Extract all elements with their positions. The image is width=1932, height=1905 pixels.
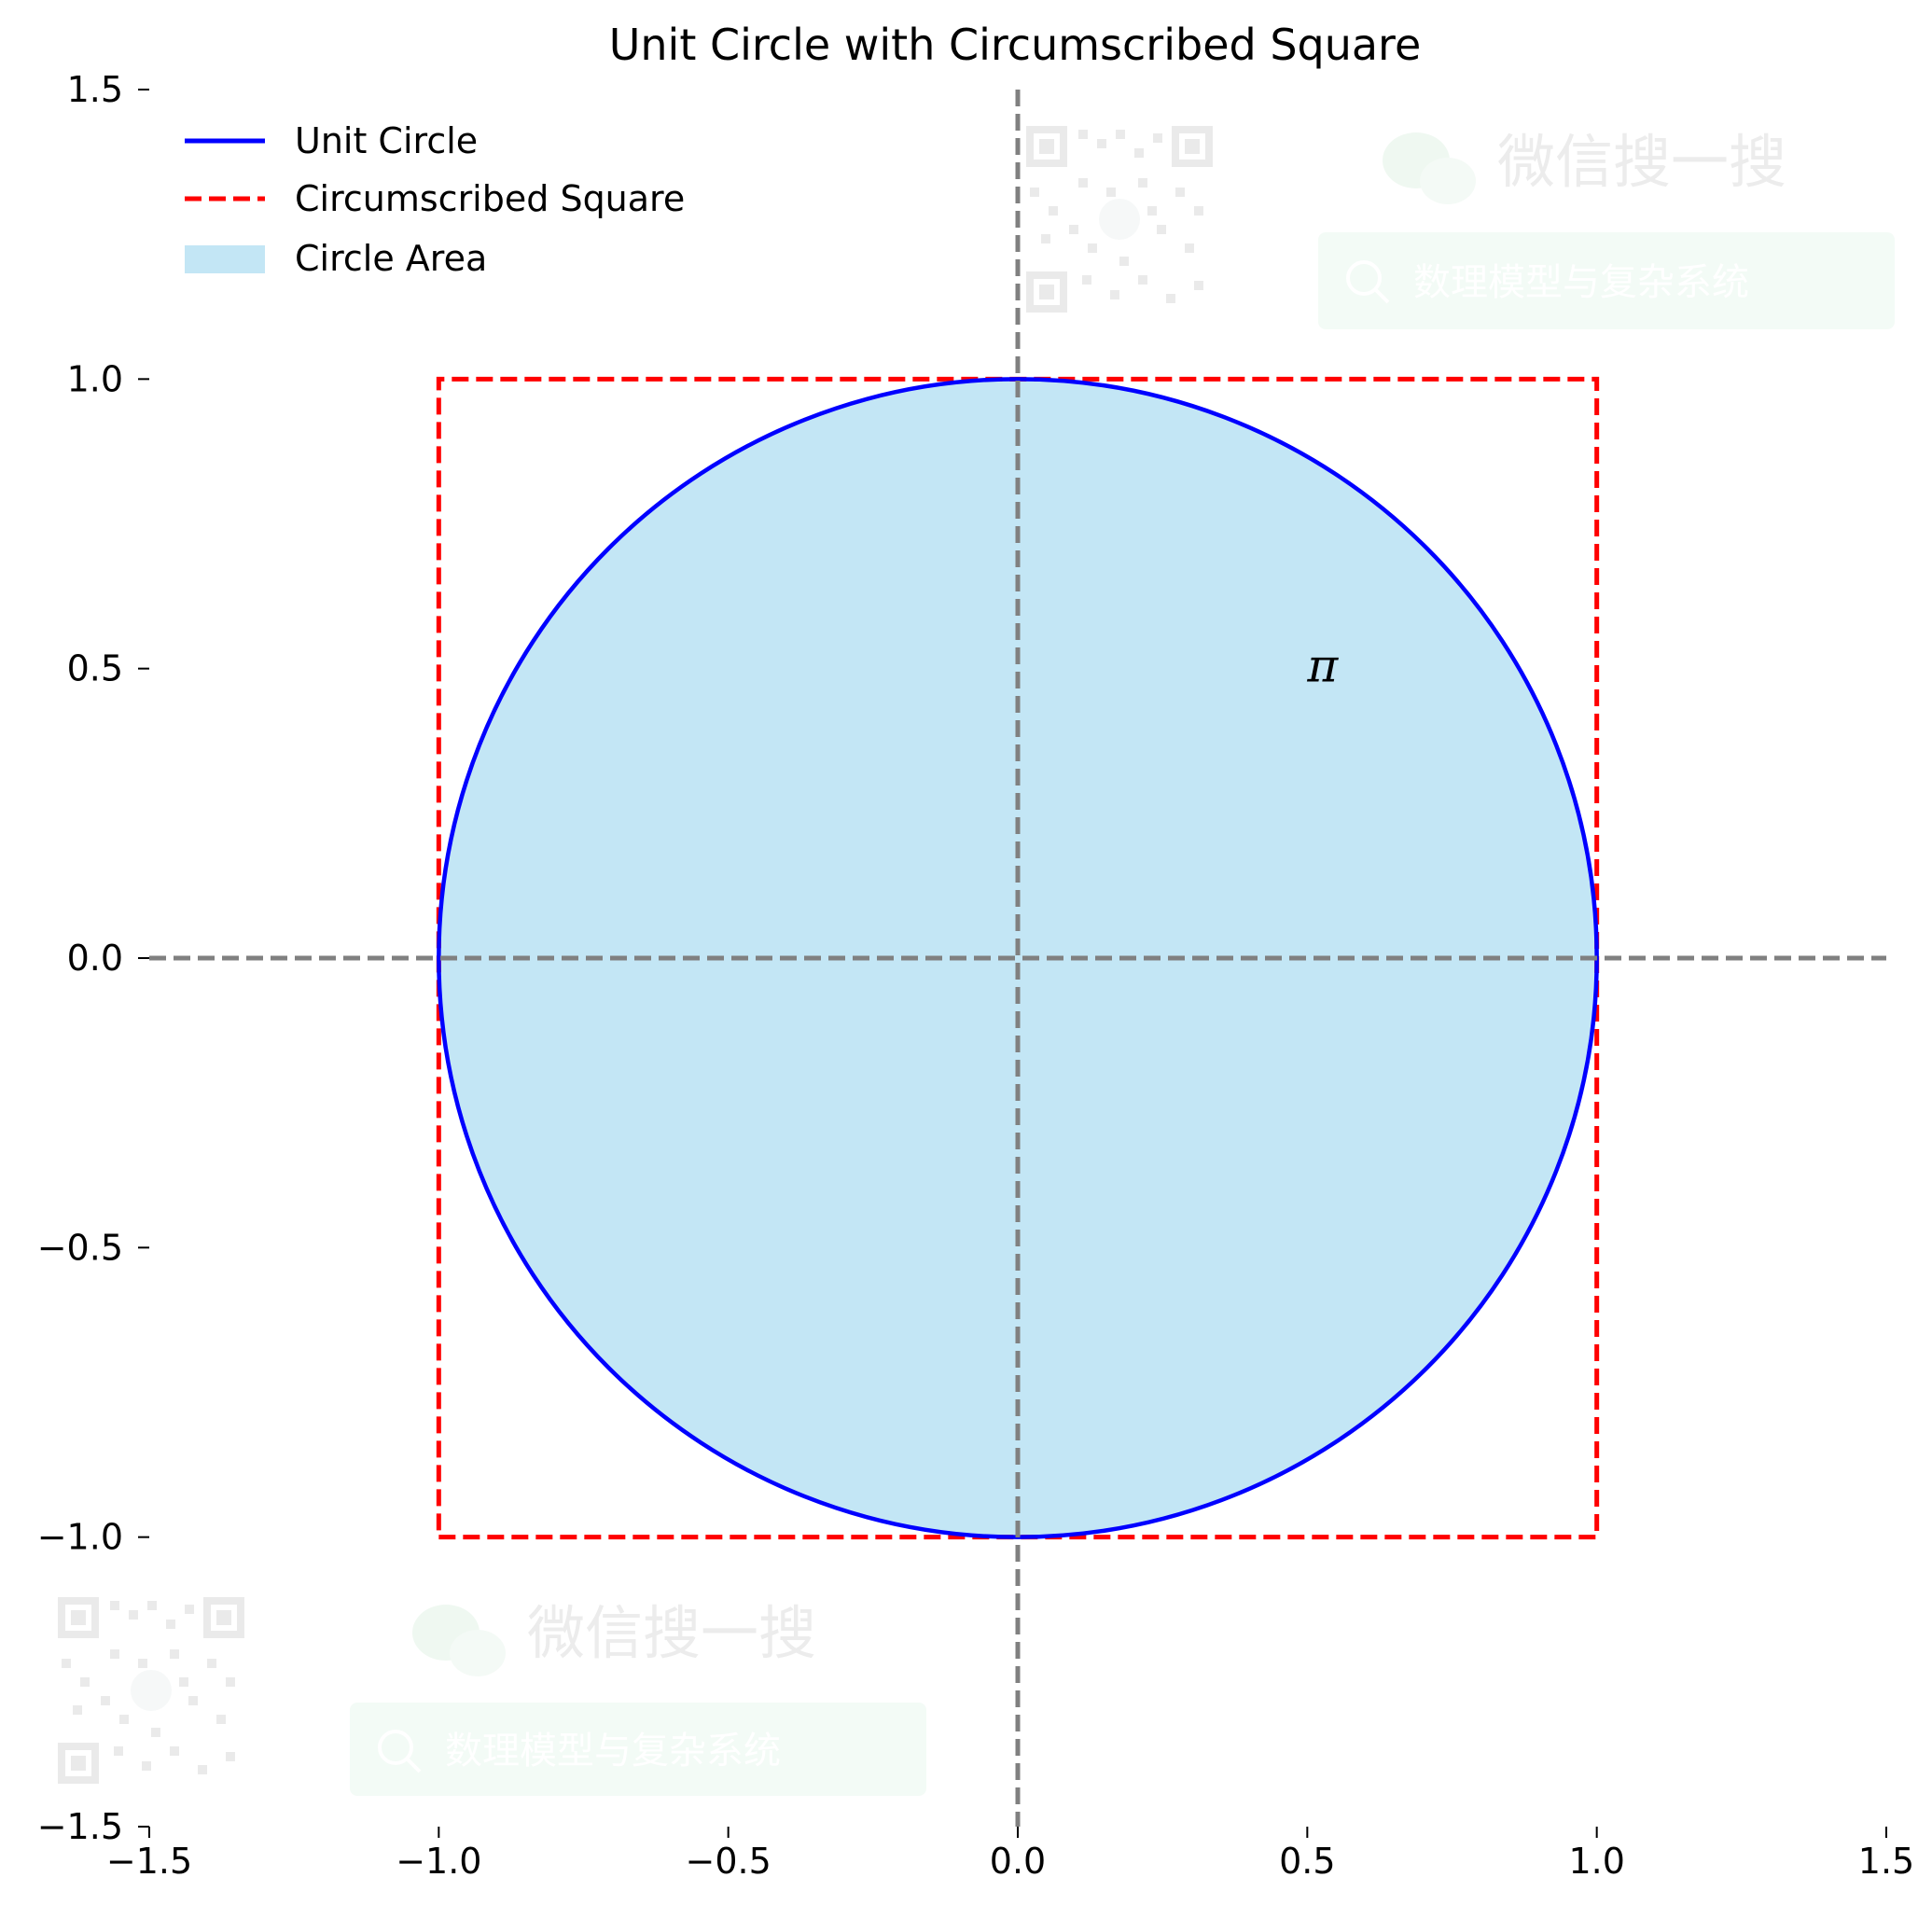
x-tick-label: 1.5 [1858,1841,1914,1882]
wechat-icon [1383,132,1476,204]
y-tick-label: 1.5 [67,69,123,110]
legend: Unit Circle Circumscribed Square Circle … [185,120,685,279]
search-box-label: 数理模型与复杂系统 [445,1730,781,1773]
search-box [1318,232,1895,329]
qr-code-icon [1026,126,1213,313]
y-tick-label: 1.0 [67,358,123,399]
x-tick-label: −1.0 [396,1841,481,1882]
search-icon [378,1730,422,1773]
x-tick-label: 0.5 [1279,1841,1335,1882]
search-box [350,1703,926,1796]
chart-title: Unit Circle with Circumscribed Square [609,20,1422,70]
legend-label-circumscribed-square: Circumscribed Square [295,178,685,219]
x-tick-label: −1.5 [106,1841,192,1882]
x-tick-label: 1.0 [1568,1841,1624,1882]
legend-label-unit-circle: Unit Circle [295,120,478,161]
legend-swatch-circle-area [185,245,265,273]
watermark-top: 微信搜一搜 数理模型与复杂系统 [1026,126,1895,329]
y-tick-label: 0.5 [67,648,123,689]
y-tick-label: −1.5 [37,1806,123,1847]
wechat-search-label: 微信搜一搜 [527,1599,816,1667]
pi-annotation: π [1306,639,1339,693]
plot-area: π [149,90,1886,1827]
wechat-search-label: 微信搜一搜 [1497,128,1786,196]
x-tick-label: 0.0 [990,1841,1046,1882]
qr-code-icon [58,1597,244,1784]
circle-area-fill [438,379,1597,1537]
search-icon [1346,260,1390,304]
search-box-label: 数理模型与复杂系统 [1413,261,1749,304]
axes: −1.5 −1.0 −0.5 0.0 0.5 1.0 1.5 −1.5 −1.0 −0.5 0.0 0… [37,69,1915,1882]
circumscribed-square-line [436,376,1600,1540]
legend-label-circle-area: Circle Area [295,238,487,279]
y-tick-label: −0.5 [37,1227,123,1268]
y-tick-label: 0.0 [67,938,123,979]
wechat-icon [412,1605,506,1676]
watermark-bottom: 微信搜一搜 数理模型与复杂系统 [58,1597,926,1796]
y-tick-label: −1.0 [37,1517,123,1558]
x-tick-label: −0.5 [686,1841,771,1882]
